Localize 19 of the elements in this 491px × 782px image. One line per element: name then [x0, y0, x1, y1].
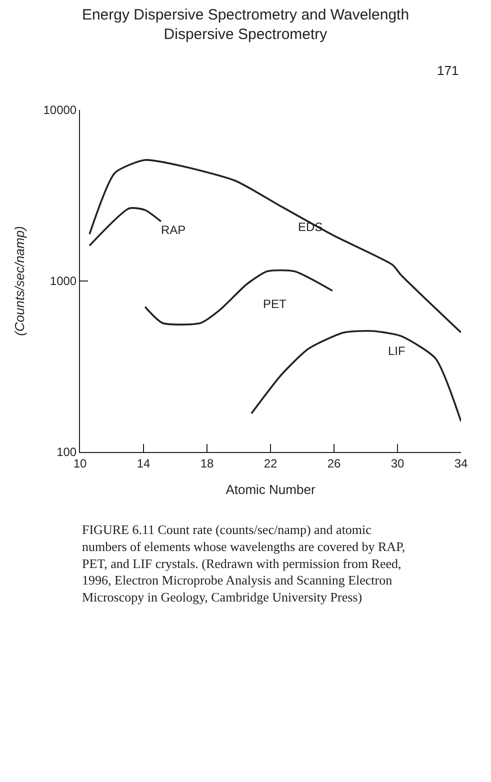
text: 171	[437, 63, 459, 78]
line-series	[88, 207, 162, 247]
x-tick-label: 18	[200, 456, 214, 470]
caption: FIGURE 6.11 Count rate (counts/sec/namp) and atomic numbers of elements whose wavelengths are covered by RAP, PET, and LIF crystals. (Redrawn with permission from Reed, 1996, Electron Microprobe Analysis and Scanning Electron Microscopy in Geology, Cambridge University Press)	[82, 522, 406, 605]
x-tick-label: 14	[136, 456, 150, 470]
series-label: RAP	[161, 223, 186, 237]
line-series	[88, 159, 461, 334]
x-tick-label: 26	[327, 456, 341, 470]
y-tick-label: 10000	[43, 103, 77, 118]
x-tick-label: 34	[454, 456, 468, 470]
x-axis-title: Atomic Number	[226, 482, 316, 497]
series-label: PET	[263, 297, 288, 311]
y-axis-title: (Counts/sec/namp)	[12, 226, 28, 336]
x-tick-label: 30	[390, 456, 404, 470]
line-series	[250, 330, 461, 422]
series-label: LIF	[388, 344, 406, 358]
y-tick-label: 1000	[50, 274, 77, 288]
x-tick-label: 22	[264, 456, 278, 470]
chart-title: Energy Dispersive Spectrometry and Wavelength Dispersive Spectrometry	[82, 6, 410, 44]
